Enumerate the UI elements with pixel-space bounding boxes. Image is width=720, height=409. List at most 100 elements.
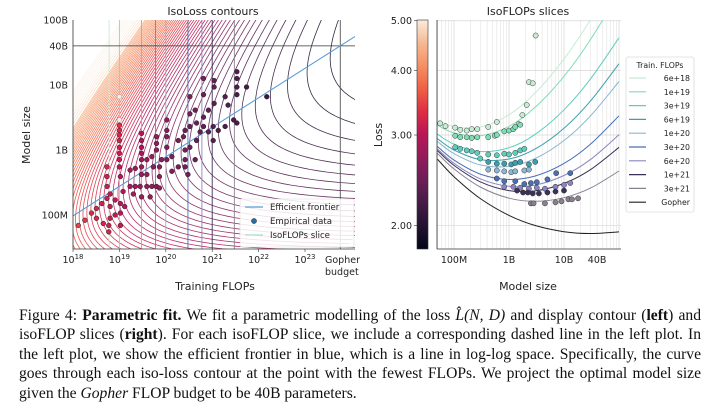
- empirical-data-point: [88, 210, 95, 216]
- x-tick-label: 1019: [109, 253, 130, 266]
- empirical-data-point: [182, 147, 188, 153]
- efficient-frontier-line: [73, 35, 355, 217]
- isoflop-data-point: [530, 200, 537, 207]
- isoloss-contour: [78, 20, 181, 249]
- empirical-data-point: [116, 94, 123, 100]
- caption-text: Figure 4:: [19, 307, 83, 324]
- isoloss-contour: [73, 20, 153, 142]
- isoflop-data-point: [558, 198, 565, 205]
- isoloss-contour: [73, 20, 138, 117]
- isoflop-data-point: [524, 189, 531, 196]
- empirical-data-point: [156, 164, 163, 170]
- right-grid: [437, 20, 621, 249]
- isoflop-data-point: [493, 132, 500, 138]
- isoflop-data-point: [521, 145, 528, 152]
- x-tick-label: 1023: [294, 253, 315, 266]
- isoloss-contour: [306, 20, 355, 124]
- isoflop-data-point: [510, 183, 517, 190]
- tick-base: 10: [155, 255, 167, 266]
- legend-label: Efficient frontier: [270, 203, 340, 213]
- isoloss-contour: [73, 20, 175, 249]
- caption-text: FLOP budget to be 40B parameters.: [128, 384, 357, 402]
- empirical-data-point: [107, 215, 113, 221]
- isoloss-contour: [145, 20, 353, 241]
- empirical-data-point: [164, 144, 170, 150]
- isoflop-data-point: [536, 190, 542, 197]
- caption-text: Gopher: [80, 384, 129, 402]
- isoflop-data-point: [544, 176, 551, 183]
- isoflop-data-point: [468, 135, 475, 141]
- isoflop-data-point: [485, 166, 492, 173]
- caption-text: ). For each isoFLOP slice, we include a …: [19, 326, 701, 402]
- empirical-data-point: [116, 117, 123, 123]
- isoloss-contour: [73, 20, 149, 134]
- isoloss-contour: [73, 20, 171, 184]
- empirical-data-point: [144, 157, 150, 163]
- tick-base: 10: [248, 255, 260, 266]
- empirical-data-point: [264, 94, 270, 100]
- isoloss-contour: [73, 20, 150, 137]
- isoflop-data-point: [474, 134, 481, 141]
- empirical-data-point: [192, 157, 198, 163]
- isoflop-data-point: [506, 151, 512, 158]
- empirical-data-point: [234, 120, 240, 126]
- y-tick-label: 100M: [42, 211, 68, 222]
- left-legend: Efficient frontier Empirical data IsoFLOPs…: [239, 198, 355, 248]
- isoloss-contour: [98, 20, 192, 249]
- empirical-data-point: [169, 168, 175, 174]
- figure: IsoLoss contours 1018 1019 1020 1021 1022 102…: [20, 5, 695, 293]
- legend-label: 6e+18: [664, 74, 690, 83]
- isoloss-contour: [103, 20, 195, 249]
- empirical-data-point: [147, 194, 153, 200]
- empirical-data-point: [104, 164, 110, 170]
- isoflop-data-point: [485, 151, 492, 158]
- empirical-data-point: [182, 127, 188, 134]
- isoflop-data-point: [437, 120, 444, 127]
- empirical-data-point: [137, 183, 143, 190]
- figure-caption: Figure 4: Parametric fit. We fit a param…: [19, 306, 701, 403]
- empirical-data-point: [164, 117, 170, 123]
- empirical-data-point: [127, 183, 133, 190]
- legend-label: Empirical data: [270, 217, 332, 227]
- legend-label: 6e+19: [664, 115, 690, 124]
- empirical-data-point: [211, 100, 217, 107]
- empirical-data-point: [197, 129, 203, 135]
- isoflop-data-point: [468, 126, 475, 132]
- y-tick-label: 10B: [49, 81, 68, 92]
- empirical-data-point: [127, 167, 133, 173]
- isoloss-contour: [165, 20, 355, 228]
- empirical-data-point: [192, 107, 198, 113]
- isoloss-contour: [270, 20, 355, 155]
- empirical-data-point: [138, 194, 145, 200]
- isoflop-data-point: [569, 196, 575, 203]
- legend-label: 3e+19: [664, 102, 690, 111]
- tick-exponent: 22: [260, 253, 269, 261]
- empirical-data-point: [117, 200, 124, 207]
- isoflop-data-point: [493, 167, 500, 174]
- isoflop-data-point: [493, 152, 500, 159]
- isoflop-curve: [437, 37, 620, 153]
- caption-text: right: [124, 326, 158, 344]
- left-y-label: Model size: [20, 106, 33, 164]
- empirical-data-point: [187, 111, 193, 117]
- isoflop-points: [437, 32, 581, 207]
- isoloss-contour: [73, 20, 125, 96]
- legend-label: 3e+20: [664, 143, 690, 152]
- tick-exponent: 20: [167, 253, 176, 261]
- right-tick-labels: 100M 1B 10B 40B 5.00 4.00 3.00 2.00: [391, 16, 607, 266]
- isoflop-data-point: [528, 180, 534, 186]
- y-tick-label: 40B: [49, 41, 68, 52]
- isoflop-data-point: [552, 183, 559, 190]
- empirical-data-point: [116, 157, 123, 163]
- empirical-data-point: [116, 132, 123, 138]
- empirical-data-point: [200, 92, 207, 98]
- isoflop-data-point: [553, 170, 560, 176]
- empirical-data-point: [193, 120, 200, 126]
- isoflop-data-point: [512, 124, 519, 130]
- isoloss-contour: [73, 20, 141, 121]
- x-tick-label: 1B: [503, 255, 516, 266]
- empirical-data-point: [75, 222, 81, 229]
- isoflop-curve: [437, 20, 591, 129]
- empirical-data-point: [205, 107, 212, 113]
- x-tick-label: 40B: [588, 255, 607, 266]
